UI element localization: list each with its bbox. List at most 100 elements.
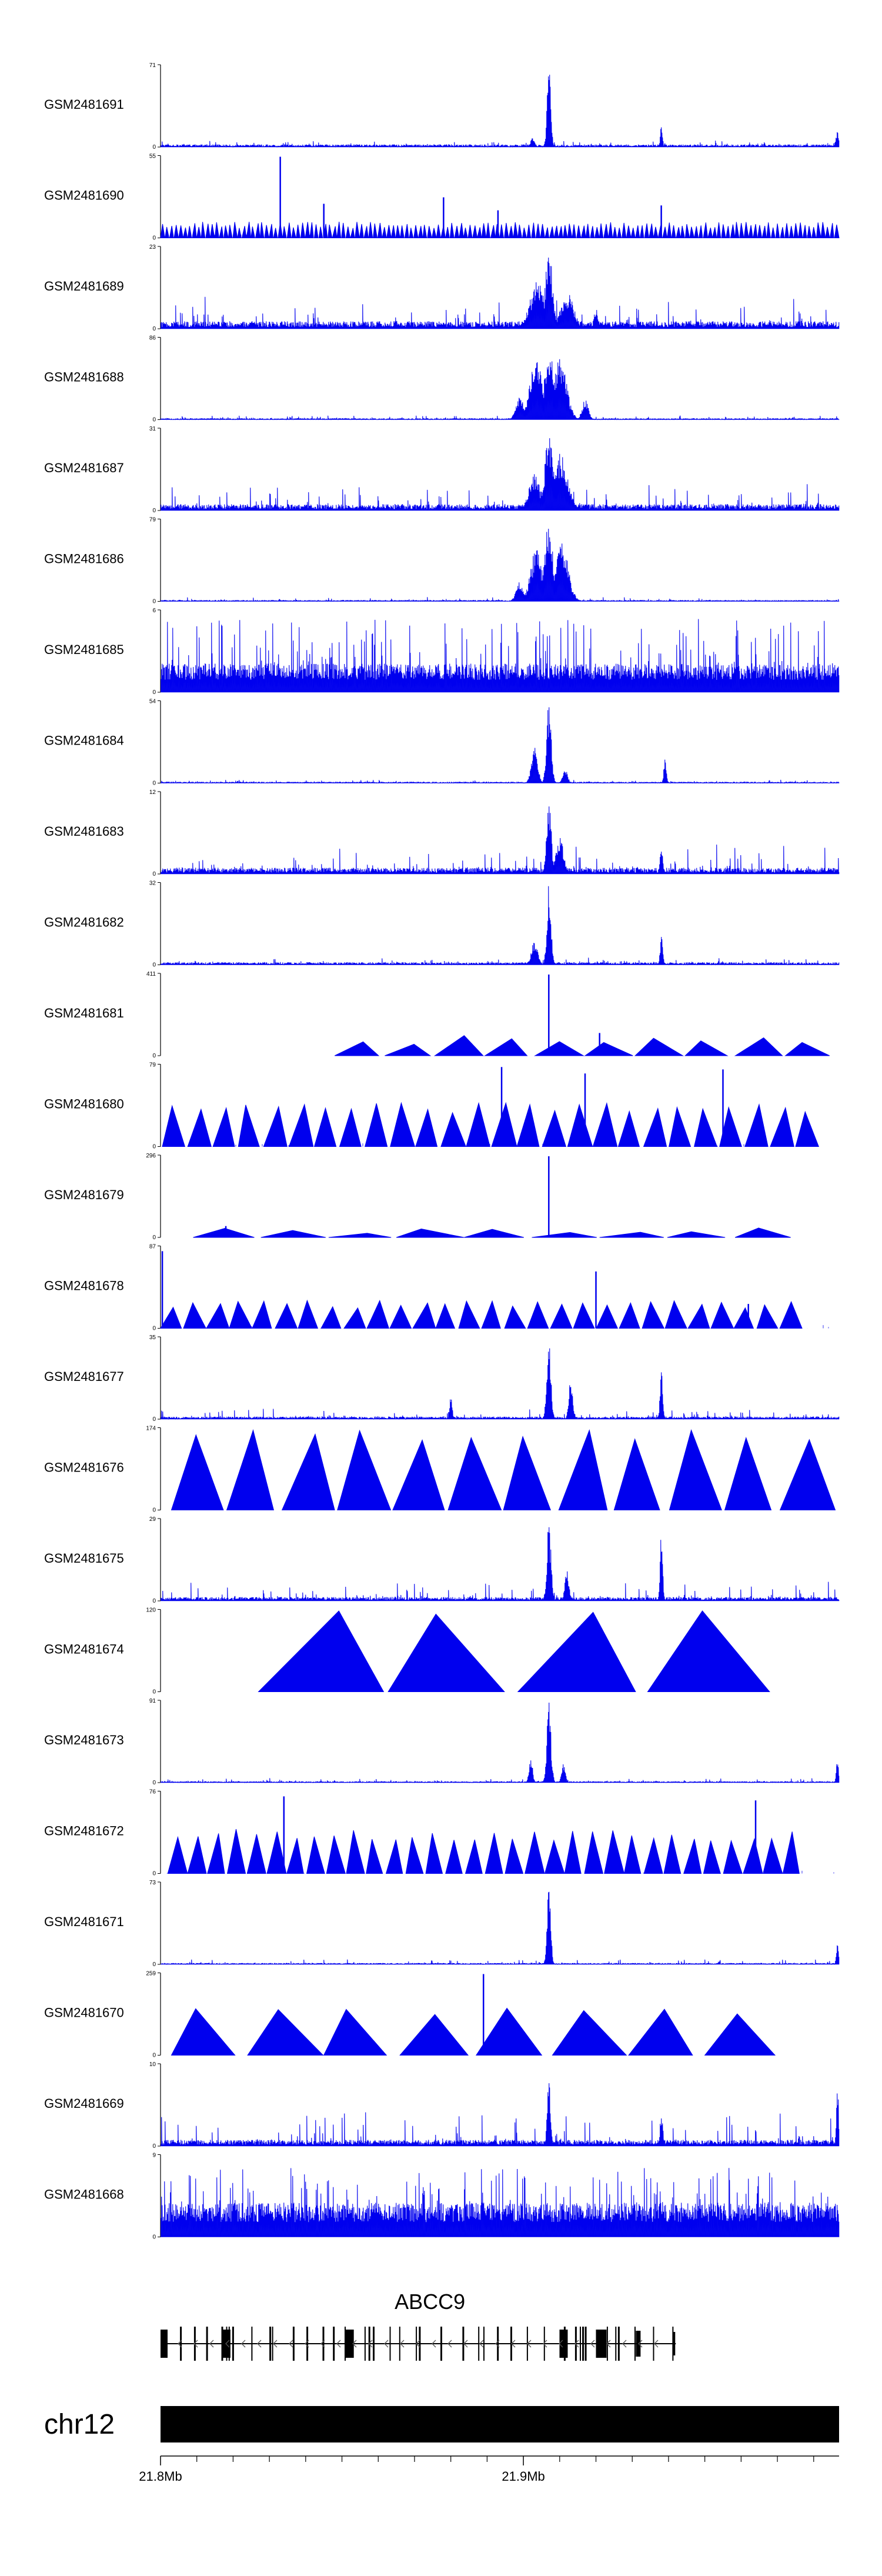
signal-triangle [465, 1839, 483, 1874]
strand-arrow [543, 2340, 547, 2348]
signal-triangle [250, 226, 256, 238]
signal-triangle [544, 227, 550, 238]
signal-triangle [273, 228, 278, 238]
signal-triangle [599, 223, 604, 238]
strand-arrow [209, 2340, 214, 2348]
signal-triangle [466, 1102, 490, 1147]
signal-triangle [207, 1833, 225, 1874]
signal-triangle [748, 225, 753, 238]
signal-triangle [413, 225, 419, 238]
signal-triangle [733, 1307, 754, 1329]
track-GSM2481683: GSM2481683 12 0 [44, 789, 840, 877]
track-GSM2481688: GSM2481688 86 0 [44, 335, 840, 423]
signal-triangle [445, 1840, 463, 1874]
signal-triangle [676, 227, 681, 238]
signal-triangle [210, 224, 215, 238]
strand-arrow [352, 2340, 357, 2348]
track-ymin-label: 0 [152, 417, 156, 423]
signal-triangle [490, 225, 496, 238]
signal-triangle [395, 225, 401, 238]
track-label: GSM2481688 [44, 369, 124, 384]
signal-triangle [522, 228, 527, 238]
signal-triangle [684, 224, 690, 238]
strand-arrow [416, 2340, 420, 2348]
signal-triangle [365, 1103, 388, 1147]
track-ymax-label: 23 [149, 244, 156, 251]
signal-triangle [703, 1840, 721, 1874]
signal-triangle [459, 223, 464, 238]
signal-triangle [552, 2010, 627, 2056]
signal-triangle [404, 223, 409, 238]
track-ymin-label: 0 [152, 1326, 156, 1332]
track-ymax-label: 6 [152, 608, 156, 614]
signal-triangle [463, 228, 468, 238]
strand-arrow [273, 2340, 278, 2348]
signal-coverage [161, 619, 840, 693]
signal-triangle [782, 1831, 800, 1874]
signal-triangle [527, 1301, 549, 1329]
signal-triangle [711, 227, 717, 238]
signal-triangle [499, 224, 505, 238]
signal-triangle [669, 1106, 691, 1147]
signal-triangle [669, 1429, 723, 1510]
signal-triangle [485, 1833, 503, 1874]
signal-triangle [599, 1232, 664, 1238]
signal-triangle [617, 1110, 640, 1147]
signal-triangle [698, 225, 703, 238]
signal-triangle [734, 1037, 783, 1056]
signal-triangle [643, 1107, 667, 1147]
signal-triangle [341, 222, 346, 238]
signal-triangle [723, 1839, 743, 1874]
track-ymax-label: 86 [149, 335, 156, 342]
signal-coverage [161, 2168, 840, 2237]
signal-triangle [300, 222, 306, 238]
track-ymin-label: 0 [152, 144, 156, 151]
signal-triangle [564, 1831, 582, 1874]
track-label: GSM2481683 [44, 824, 124, 839]
gene-exon [269, 2327, 272, 2361]
signal-triangle [710, 1302, 734, 1329]
track-GSM2481678: GSM2481678 87 0 [44, 1244, 829, 1332]
signal-triangle [726, 226, 730, 238]
signal-triangle [608, 222, 613, 238]
signal-triangle [286, 1838, 304, 1874]
track-label: GSM2481690 [44, 188, 124, 202]
gene-exon [563, 2327, 566, 2361]
signal-triangle [834, 224, 840, 238]
signal-triangle [196, 226, 202, 238]
track-ymin-label: 0 [152, 2234, 156, 2241]
track-ymax-label: 120 [146, 1607, 156, 1614]
signal-triangle [634, 1037, 684, 1056]
signal-triangle [743, 1838, 763, 1874]
signal-triangle [524, 1831, 545, 1874]
signal-triangle [162, 1105, 186, 1147]
signal-triangle [734, 222, 740, 238]
signal-triangle [671, 225, 676, 238]
signal-triangle [820, 222, 826, 238]
signal-triangle [343, 1307, 366, 1329]
signal-triangle [534, 1041, 585, 1056]
gene-exon [543, 2327, 545, 2361]
strand-arrow [384, 2340, 389, 2348]
signal-triangle [182, 227, 188, 238]
signal-triangle [594, 227, 600, 238]
signal-triangle [171, 1434, 224, 1510]
signal-triangle [275, 1303, 298, 1329]
signal-triangle [282, 226, 287, 238]
signal-coverage [161, 529, 840, 602]
gene-exon [333, 2327, 335, 2361]
signal-triangle [584, 1831, 604, 1874]
signal-triangle [214, 222, 219, 238]
signal-triangle [504, 1305, 526, 1329]
signal-triangle [680, 225, 686, 238]
track-label: GSM2481675 [44, 1551, 124, 1566]
signal-triangle [433, 1035, 484, 1056]
track-GSM2481672: GSM2481672 76 0 [44, 1789, 834, 1877]
signal-triangle [475, 2007, 543, 2056]
track-ymax-label: 9 [152, 2153, 156, 2159]
signal-triangle [580, 225, 586, 238]
signal-triangle [467, 225, 473, 238]
track-label: GSM2481674 [44, 1641, 124, 1656]
signal-triangle [544, 1839, 565, 1874]
signal-triangle [684, 1040, 729, 1056]
